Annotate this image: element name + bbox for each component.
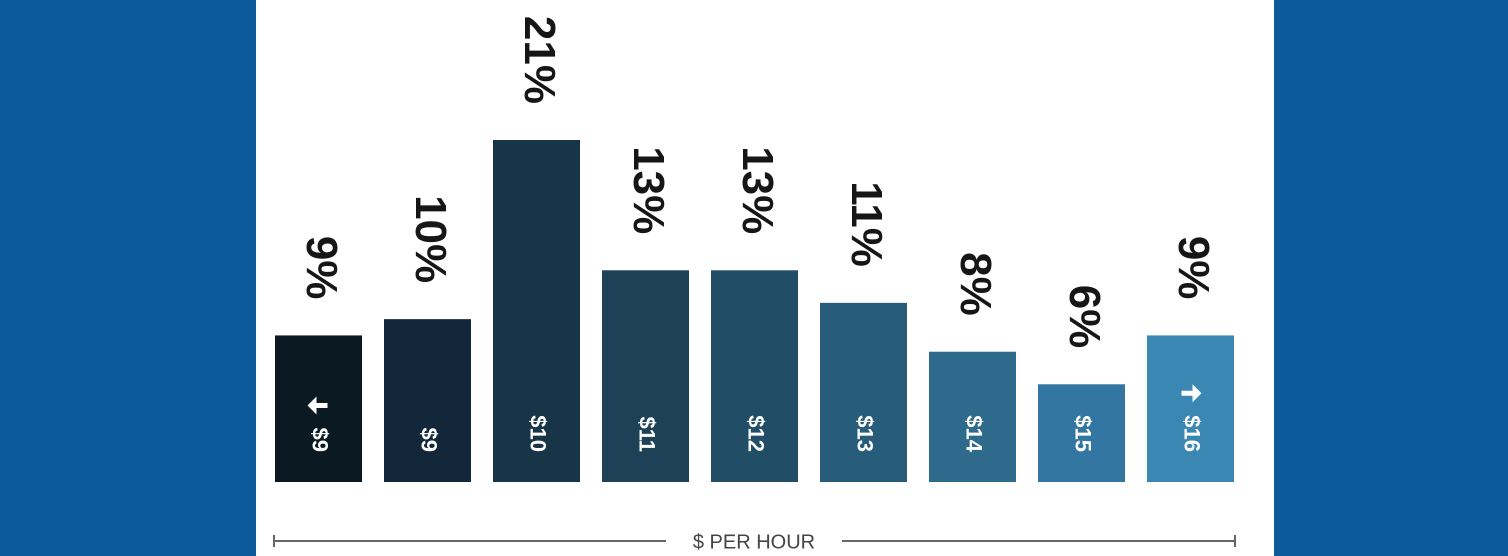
value-label: 9% — [1169, 236, 1218, 300]
x-tick-label: $16 — [1180, 415, 1205, 452]
x-tick-label: $15 — [1071, 415, 1096, 452]
x-tick-label: $9 — [417, 428, 442, 452]
value-label: 11% — [842, 181, 891, 267]
bar — [275, 335, 362, 482]
bar — [493, 140, 580, 482]
bar — [929, 351, 1016, 482]
value-label: 21% — [515, 16, 564, 104]
x-tick-label: $14 — [962, 415, 987, 452]
x-tick-label: $12 — [744, 415, 769, 452]
x-tick-label: $13 — [853, 415, 878, 452]
value-label: 6% — [1060, 285, 1109, 349]
arrow — [1181, 384, 1202, 403]
value-label: 8% — [951, 252, 1000, 316]
value-label: 13% — [624, 146, 673, 234]
arrow-icon — [307, 396, 328, 415]
bar — [1038, 384, 1125, 482]
x-tick-label: $10 — [526, 415, 551, 452]
bar — [384, 319, 471, 482]
bar — [711, 270, 798, 482]
arrow-icon — [1181, 384, 1202, 403]
x-axis-label: $ PER HOUR — [693, 531, 815, 553]
bar — [602, 270, 689, 482]
value-label: 9% — [297, 236, 346, 300]
x-tick-label: $9 — [308, 428, 333, 452]
value-label: 13% — [733, 146, 782, 234]
arrow — [307, 396, 328, 415]
value-label: 10% — [406, 195, 455, 283]
bar — [820, 302, 907, 482]
x-tick-label: $11 — [635, 417, 660, 453]
bar — [1147, 335, 1234, 482]
